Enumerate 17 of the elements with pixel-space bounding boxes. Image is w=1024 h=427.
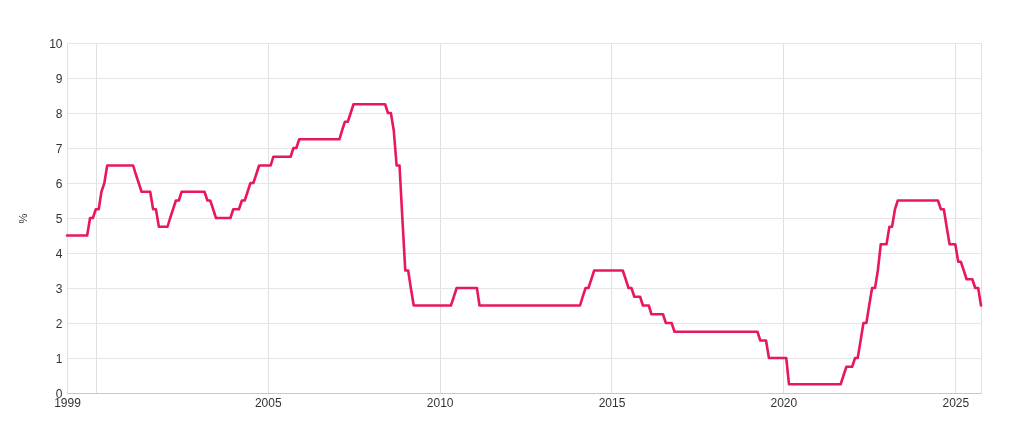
- y-tick-label: 10: [49, 36, 63, 51]
- line-series: [65, 102, 983, 386]
- y-tick-label: 5: [55, 211, 63, 226]
- x-tick-label: 2020: [770, 395, 798, 410]
- y-tick-label: 8: [55, 106, 63, 121]
- x-tick-label: 2010: [426, 395, 454, 410]
- y-axis-title: %: [17, 213, 30, 224]
- x-tick-label: 2015: [598, 395, 626, 410]
- y-tick-label: 7: [55, 141, 63, 156]
- y-tick-label: 3: [55, 281, 63, 296]
- y-tick-label: 1: [55, 351, 63, 366]
- y-tick-label: 4: [55, 246, 63, 261]
- x-tick-label: 2025: [942, 395, 970, 410]
- y-tick-label: 9: [55, 71, 63, 86]
- y-tick-label: 2: [55, 316, 63, 331]
- y-tick-label: 6: [55, 176, 63, 191]
- x-tick-label: 2005: [254, 395, 282, 410]
